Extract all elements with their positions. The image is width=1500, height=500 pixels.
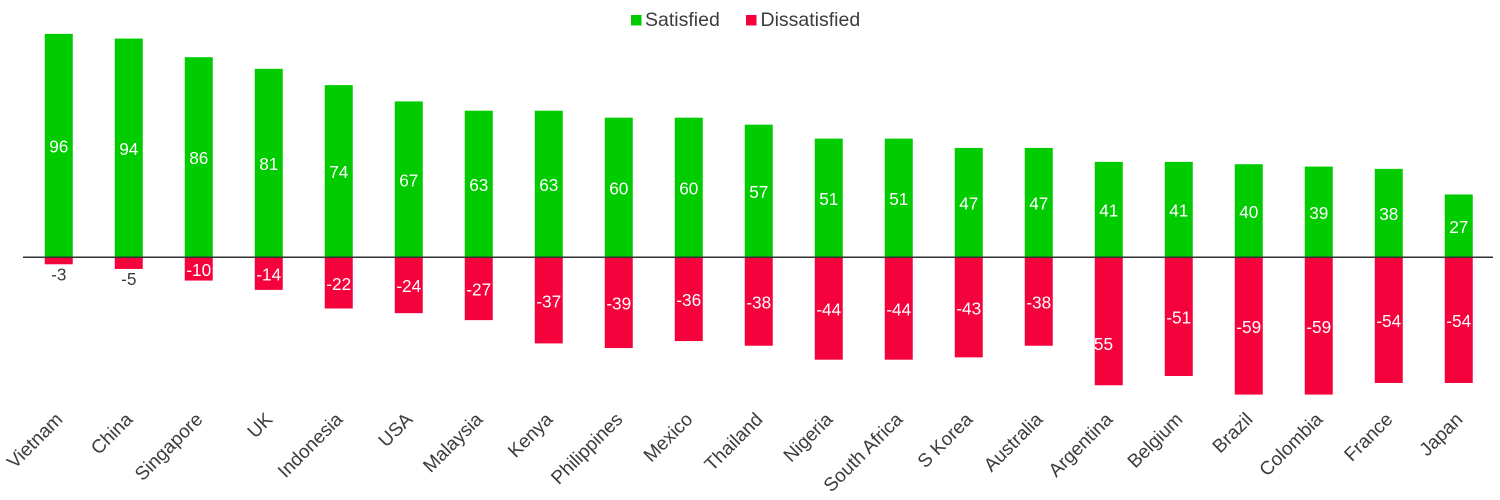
svg-text:60: 60 — [609, 178, 628, 198]
svg-text:Dissatisfied: Dissatisfied — [761, 9, 861, 31]
svg-text:-27: -27 — [466, 280, 491, 300]
svg-text:-24: -24 — [396, 276, 421, 296]
svg-text:41: 41 — [1099, 201, 1118, 221]
svg-text:38: 38 — [1379, 204, 1398, 224]
svg-text:47: 47 — [1029, 194, 1048, 214]
svg-text:-37: -37 — [536, 291, 561, 311]
svg-text:41: 41 — [1169, 201, 1188, 221]
svg-text:Satisfied: Satisfied — [645, 9, 720, 31]
svg-text:51: 51 — [819, 189, 838, 209]
svg-text:-38: -38 — [746, 293, 771, 313]
svg-text:-59: -59 — [1306, 317, 1331, 337]
svg-text:74: 74 — [329, 162, 349, 182]
svg-text:-22: -22 — [326, 274, 351, 294]
svg-text:47: 47 — [959, 194, 978, 214]
svg-text:-36: -36 — [676, 290, 701, 310]
svg-text:-3: -3 — [51, 264, 66, 284]
svg-text:94: 94 — [119, 139, 139, 159]
svg-text:39: 39 — [1309, 203, 1328, 223]
svg-text:-54: -54 — [1376, 311, 1401, 331]
svg-text:27: 27 — [1449, 217, 1468, 237]
svg-text:-51: -51 — [1166, 308, 1191, 328]
svg-text:-39: -39 — [606, 294, 631, 314]
svg-text:51: 51 — [889, 189, 908, 209]
svg-text:57: 57 — [749, 182, 768, 202]
svg-text:63: 63 — [539, 175, 558, 195]
svg-text:-38: -38 — [1026, 293, 1051, 313]
svg-text:67: 67 — [399, 170, 418, 190]
svg-text:40: 40 — [1239, 202, 1258, 222]
svg-text:63: 63 — [469, 175, 488, 195]
svg-text:81: 81 — [259, 154, 278, 174]
svg-text:-43: -43 — [956, 298, 981, 318]
svg-text:-14: -14 — [256, 265, 281, 285]
svg-text:96: 96 — [49, 137, 68, 157]
svg-text:-55: -55 — [1088, 334, 1113, 354]
svg-text:-59: -59 — [1236, 317, 1261, 337]
svg-text:-5: -5 — [121, 269, 136, 289]
svg-text:-44: -44 — [886, 299, 911, 319]
svg-text:60: 60 — [679, 178, 698, 198]
svg-text:-54: -54 — [1446, 311, 1471, 331]
svg-text:-44: -44 — [816, 299, 841, 319]
svg-text:-10: -10 — [186, 260, 211, 280]
svg-text:86: 86 — [189, 148, 208, 168]
